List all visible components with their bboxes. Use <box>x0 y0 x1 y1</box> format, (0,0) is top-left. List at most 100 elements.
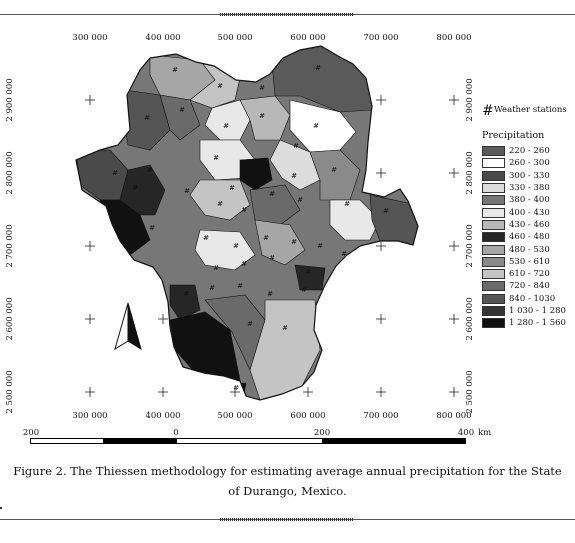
weather-station-marker: # <box>383 207 389 215</box>
legend-class: 400 - 430 <box>482 206 572 218</box>
weather-station-marker: # <box>267 290 273 298</box>
station-symbol-icon: # <box>482 103 494 119</box>
weather-station-marker: # <box>293 142 299 150</box>
x-tick-top: 300 000 <box>72 33 108 43</box>
graticule-cross <box>376 241 386 251</box>
scale-label: 400 <box>457 428 475 438</box>
legend-class-label: 400 - 430 <box>509 207 550 218</box>
legend-class-label: 1 280 - 1 560 <box>509 318 566 329</box>
graticule-cross <box>85 95 95 105</box>
corner-mark <box>0 507 2 509</box>
graticule-cross <box>376 95 386 105</box>
weather-station-marker: # <box>217 200 223 208</box>
polygon-south-west <box>169 284 201 321</box>
legend-class: 260 - 300 <box>482 157 572 169</box>
graticule-cross <box>303 387 313 397</box>
thiessen-polygons <box>76 46 418 400</box>
graticule-cross <box>376 314 386 324</box>
legend-class: 380 - 400 <box>482 194 572 206</box>
y-tick-left: 2 800 000 <box>5 151 15 195</box>
graticule-cross <box>85 387 95 397</box>
legend-swatch <box>482 318 505 329</box>
polygon-south-centre <box>194 229 256 271</box>
legend-swatch <box>482 244 505 255</box>
legend-class: 460 - 480 <box>482 231 572 243</box>
polygon-centre <box>189 179 251 221</box>
x-tick-bottom: 600 000 <box>290 411 326 421</box>
legend-class: 220 - 260 <box>482 145 572 157</box>
legend-swatch <box>482 256 505 267</box>
graticule-cross <box>449 95 459 105</box>
legend-swatch <box>482 293 505 304</box>
scale-bar <box>30 438 466 444</box>
top-rule-dots <box>220 13 354 16</box>
weather-station-marker: # <box>259 84 265 92</box>
x-tick-top: 700 000 <box>363 33 399 43</box>
polygon-west-2 <box>119 164 166 216</box>
graticule-cross <box>85 314 95 324</box>
legend-class: 720 - 840 <box>482 280 572 292</box>
weather-station-marker: # <box>297 196 303 204</box>
legend-swatch <box>482 207 505 218</box>
weather-station-marker: # <box>241 206 247 214</box>
legend-swatch <box>482 170 505 181</box>
legend-swatch <box>482 158 505 169</box>
legend-class: 480 - 530 <box>482 243 572 255</box>
weather-station-marker: # <box>305 268 311 276</box>
x-tick-bottom: 400 000 <box>145 411 181 421</box>
weather-station-marker: # <box>233 384 239 392</box>
weather-station-marker: # <box>183 290 189 298</box>
legend-class-label: 530 - 610 <box>509 256 550 267</box>
graticule-cross <box>376 168 386 178</box>
weather-station-marker: # <box>259 112 265 120</box>
weather-station-marker: # <box>291 238 297 246</box>
y-tick-right: 2 500 000 <box>465 370 475 414</box>
scale-label: 200 <box>313 428 331 438</box>
legend-class-label: 610 - 720 <box>509 269 550 280</box>
legend-swatch <box>482 219 505 230</box>
polygon-south-east <box>294 264 326 291</box>
legend-class-label: 380 - 400 <box>509 195 550 206</box>
weather-station-marker: # <box>241 260 247 268</box>
weather-station-marker: # <box>263 234 269 242</box>
legend-title: Precipitation <box>482 130 545 141</box>
weather-station-markers: # # # # # # # # # # # # # # # # # # # # # # # # # # # # # # # # # # # # # # # #… <box>109 64 389 392</box>
legend-class-label: 460 - 480 <box>509 232 550 243</box>
graticule-cross <box>449 387 459 397</box>
weather-station-marker: # <box>301 286 307 294</box>
graticule-cross <box>376 387 386 397</box>
weather-station-marker: # <box>223 122 229 130</box>
legend: # Weather stations Precipitation 220 - 2… <box>482 103 572 329</box>
graticule-cross <box>158 314 168 324</box>
weather-station-marker: # <box>269 190 275 198</box>
legend-class: 1 030 - 1 280 <box>482 305 572 317</box>
weather-station-marker: # <box>237 282 243 290</box>
y-tick-left: 2 500 000 <box>5 370 15 414</box>
weather-station-marker: # <box>313 122 319 130</box>
weather-station-marker: # <box>233 242 239 250</box>
graticule-cross <box>230 387 240 397</box>
y-tick-right: 2 900 000 <box>465 78 475 122</box>
bottom-rule-dots <box>220 518 354 521</box>
weather-station-marker: # <box>213 264 219 272</box>
legend-class-label: 1 030 - 1 280 <box>509 306 566 316</box>
weather-station-marker: # <box>202 320 208 328</box>
y-tick-right: 2 600 000 <box>465 297 475 341</box>
graticule-cross <box>158 387 168 397</box>
polygon-nw-2 <box>159 94 201 141</box>
graticule-cross <box>449 241 459 251</box>
weather-station-marker: # <box>341 250 347 258</box>
weather-station-marker: # <box>112 169 118 177</box>
weather-station-marker: # <box>317 242 323 250</box>
weather-station-marker: # <box>229 184 235 192</box>
weather-station-marker: # <box>217 82 223 90</box>
legend-swatch <box>482 269 505 280</box>
legend-class: 330 - 380 <box>482 182 572 194</box>
legend-class-label: 260 - 300 <box>509 158 550 169</box>
legend-class: 610 - 720 <box>482 268 572 280</box>
weather-station-marker: # <box>184 187 190 195</box>
y-tick-left: 2 900 000 <box>5 78 15 122</box>
polygon-south-centre-2 <box>254 219 306 266</box>
polygon-centre-2 <box>249 184 301 226</box>
